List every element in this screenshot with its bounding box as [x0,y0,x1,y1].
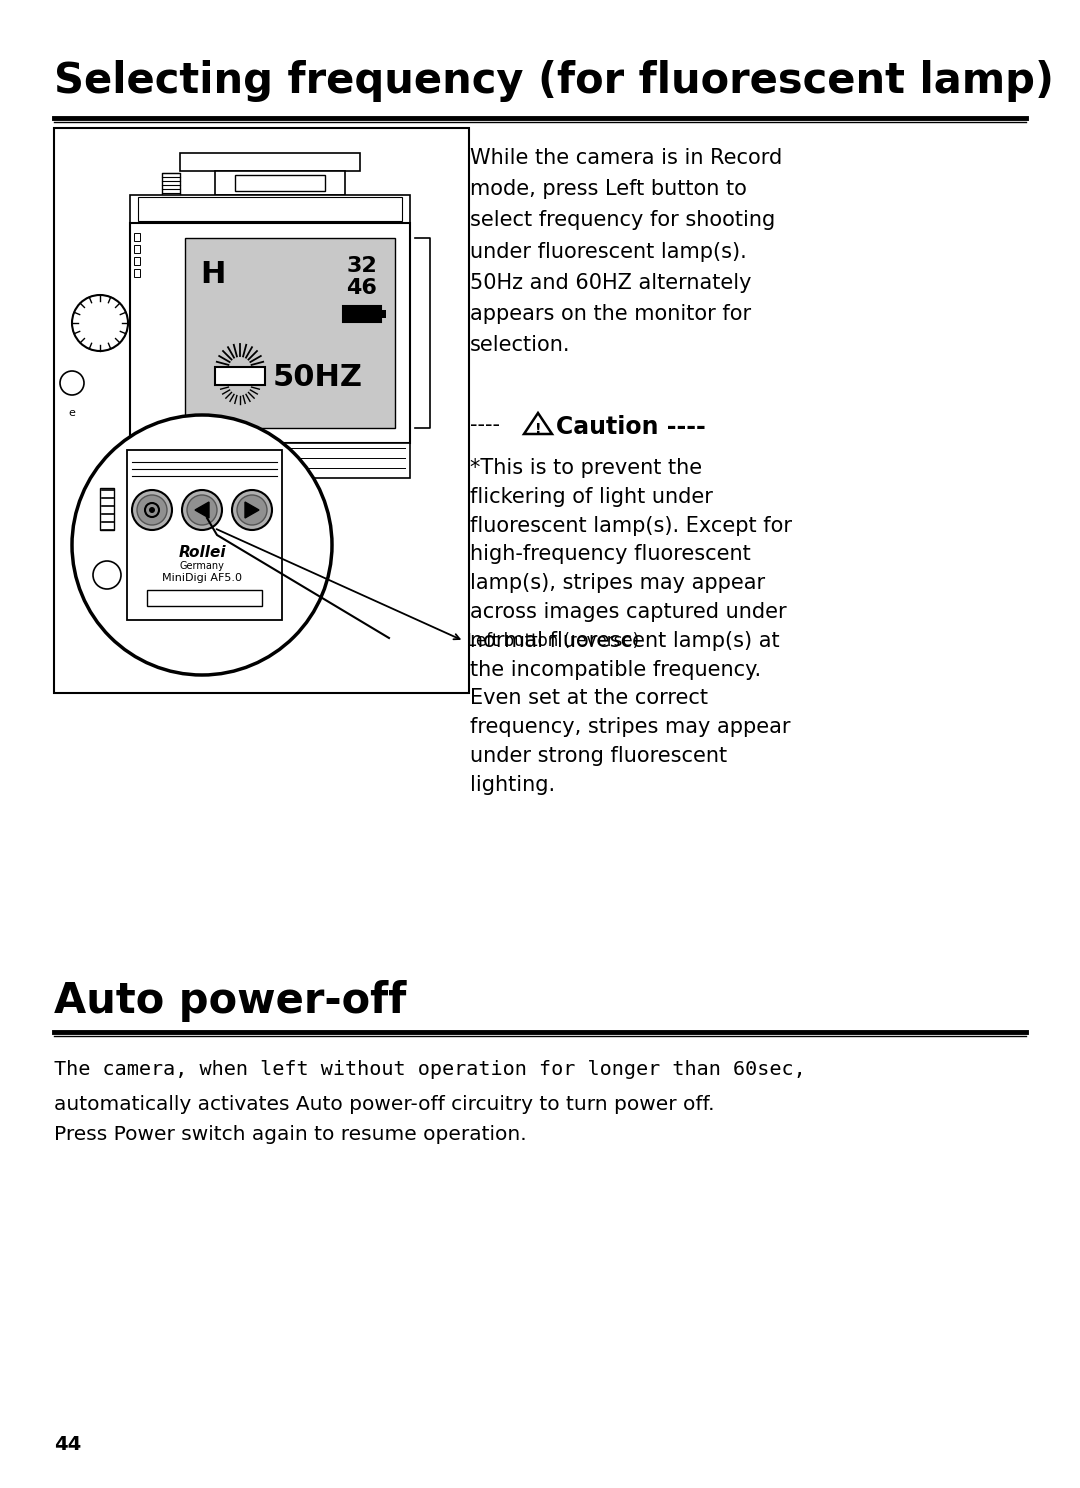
Circle shape [72,415,332,676]
Bar [130,223,410,443]
Text: Caution ----: Caution ---- [556,415,705,439]
Circle shape [183,490,222,530]
Circle shape [145,503,159,516]
Text: Press Power switch again to resume operation.: Press Power switch again to resume opera… [54,1125,527,1144]
Bar [343,307,381,321]
Text: While the camera is in Record
mode, press Left button to
select frequency for sh: While the camera is in Record mode, pres… [470,147,782,356]
Text: Selecting frequency (for fluorescent lamp): Selecting frequency (for fluorescent lam… [54,60,1054,103]
Polygon shape [195,501,210,518]
Bar [127,449,282,620]
Circle shape [237,496,267,525]
Bar [162,173,180,202]
Bar [54,128,469,693]
Text: 32: 32 [347,256,377,275]
Text: Auto power-off: Auto power-off [54,981,406,1022]
Text: Germany: Germany [179,561,225,571]
Circle shape [187,496,217,525]
Bar [235,176,325,190]
Bar [134,257,140,265]
Text: 46: 46 [346,278,377,298]
Text: 44: 44 [54,1434,81,1454]
Text: The camera, when left without operation for longer than 60sec,: The camera, when left without operation … [54,1059,806,1079]
Bar [134,246,140,253]
Text: !: ! [535,423,541,436]
Text: automatically activates Auto power-off circuitry to turn power off.: automatically activates Auto power-off c… [54,1095,715,1115]
Circle shape [72,295,129,351]
Circle shape [132,490,172,530]
Text: Rollei: Rollei [178,545,226,559]
Bar [381,310,386,318]
Polygon shape [245,501,259,518]
Circle shape [60,371,84,394]
Bar [147,591,262,606]
Bar [130,195,410,223]
Bar [215,368,265,385]
Text: 50HZ: 50HZ [273,363,363,393]
Bar [185,238,395,429]
Text: ----: ---- [470,415,507,434]
Bar [134,234,140,241]
Bar [130,443,410,478]
Text: *This is to prevent the
flickering of light under
fluorescent lamp(s). Except fo: *This is to prevent the flickering of li… [470,458,792,795]
Bar [100,488,114,530]
Circle shape [232,490,272,530]
Bar [134,269,140,277]
Text: MiniDigi AF5.0: MiniDigi AF5.0 [162,573,242,583]
Text: Left button (reverse): Left button (reverse) [467,632,639,650]
Polygon shape [524,414,552,434]
Text: H: H [200,260,226,289]
Circle shape [137,496,167,525]
Text: e: e [68,408,76,418]
Bar [180,153,360,171]
Circle shape [93,561,121,589]
Circle shape [149,507,156,513]
Bar [215,171,345,195]
Bar [138,196,402,222]
